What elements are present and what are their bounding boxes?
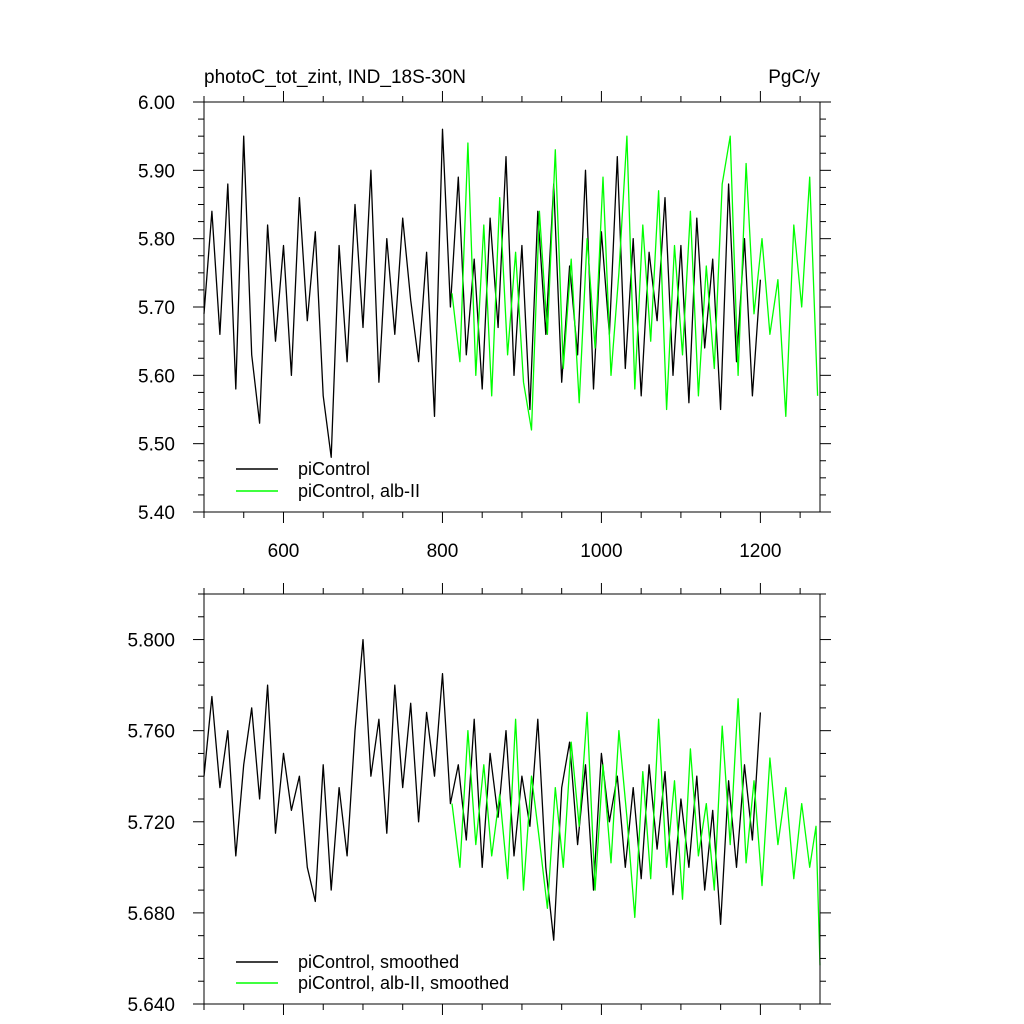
top-axis-layer: 600 800 1000 1200 5.40 5.50 5.60 5.70 5.80 5.90 6.… xyxy=(138,91,831,562)
series-line-alb-ii xyxy=(451,698,821,966)
x-tick-label: 800 xyxy=(427,541,459,562)
y-tick-label: 5.50 xyxy=(138,435,175,456)
y-tick-label: 5.90 xyxy=(138,161,175,182)
top-panel: photoC_tot_zint, IND_18S-30N PgC/y 600 80… xyxy=(138,67,831,562)
y-tick-label: 5.760 xyxy=(127,722,175,743)
x-tick-label: 1200 xyxy=(739,541,781,562)
bottom-axis-layer: 5.640 5.680 5.720 5.760 5.800 xyxy=(127,583,831,1016)
y-tick-label: 5.800 xyxy=(127,631,175,652)
bottom-series-layer xyxy=(203,638,821,966)
legend-label: piControl, smoothed xyxy=(298,952,459,972)
y-tick-label: 5.80 xyxy=(138,230,175,251)
x-tick-label: 1000 xyxy=(580,541,622,562)
bottom-panel: 5.640 5.680 5.720 5.760 5.800 piControl, smo… xyxy=(127,583,831,1016)
series-line-alb-ii xyxy=(451,135,819,431)
chart-title-left: photoC_tot_zint, IND_18S-30N xyxy=(204,67,466,88)
y-tick-label: 5.60 xyxy=(138,366,175,387)
legend-label: piControl, alb-II, smoothed xyxy=(298,973,509,993)
x-tick-label: 600 xyxy=(268,541,300,562)
legend-label: piControl, alb-II xyxy=(298,481,420,501)
y-tick-label: 5.40 xyxy=(138,503,175,524)
y-tick-label: 5.70 xyxy=(138,298,175,319)
chart-title-right: PgC/y xyxy=(768,67,820,88)
series-line-picontrol xyxy=(203,638,762,941)
y-tick-label: 5.680 xyxy=(127,904,175,925)
legend-label: piControl xyxy=(298,459,370,479)
series-line-picontrol xyxy=(203,128,762,458)
y-tick-label: 6.00 xyxy=(138,93,175,114)
y-tick-label: 5.640 xyxy=(127,995,175,1016)
y-tick-label: 5.720 xyxy=(127,813,175,834)
top-series-layer xyxy=(203,128,819,458)
